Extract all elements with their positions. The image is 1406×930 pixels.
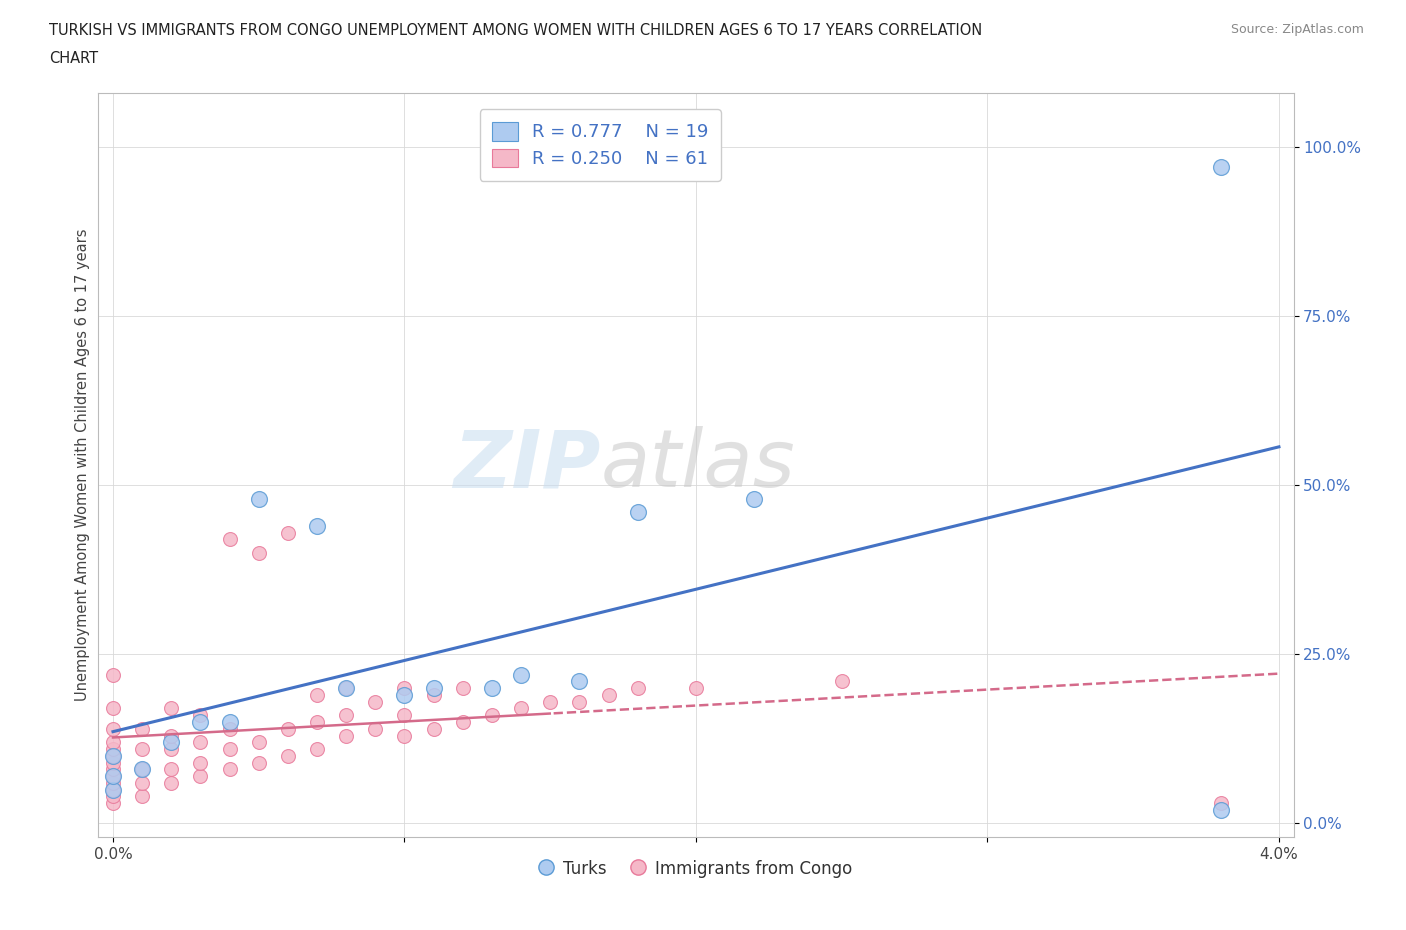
Point [568,695,591,710]
Text: ZIP: ZIP [453,426,600,504]
Point [101,755,124,770]
Point [101,701,124,716]
Point [627,505,650,520]
Point [685,681,707,696]
Point [394,728,416,743]
Point [451,714,474,729]
Point [422,687,444,702]
Point [510,667,533,682]
Point [218,741,240,756]
Point [305,714,328,729]
Point [131,762,153,777]
Point [510,701,533,716]
Point [247,491,270,506]
Point [101,722,124,737]
Point [305,518,328,533]
Point [568,674,591,689]
Text: Source: ZipAtlas.com: Source: ZipAtlas.com [1230,23,1364,36]
Point [481,681,503,696]
Point [394,681,416,696]
Point [538,695,561,710]
Point [335,681,357,696]
Point [218,532,240,547]
Point [160,735,183,750]
Point [160,728,183,743]
Point [335,681,357,696]
Point [305,741,328,756]
Point [831,674,853,689]
Point [131,741,153,756]
Point [131,776,153,790]
Point [335,728,357,743]
Point [131,789,153,804]
Point [101,769,124,784]
Text: atlas: atlas [600,426,796,504]
Point [101,769,124,784]
Point [160,776,183,790]
Point [422,681,444,696]
Point [218,722,240,737]
Point [451,681,474,696]
Point [101,782,124,797]
Point [160,701,183,716]
Point [598,687,620,702]
Point [422,722,444,737]
Point [335,708,357,723]
Point [247,755,270,770]
Point [101,789,124,804]
Text: TURKISH VS IMMIGRANTS FROM CONGO UNEMPLOYMENT AMONG WOMEN WITH CHILDREN AGES 6 T: TURKISH VS IMMIGRANTS FROM CONGO UNEMPLO… [49,23,983,38]
Point [1209,803,1232,817]
Point [101,749,124,764]
Point [481,708,503,723]
Point [101,749,124,764]
Point [277,749,299,764]
Legend: Turks, Immigrants from Congo: Turks, Immigrants from Congo [533,853,859,884]
Point [394,708,416,723]
Point [742,491,765,506]
Point [101,741,124,756]
Text: CHART: CHART [49,51,98,66]
Point [131,722,153,737]
Point [277,525,299,540]
Point [101,667,124,682]
Point [190,735,212,750]
Point [305,687,328,702]
Point [247,735,270,750]
Point [218,714,240,729]
Y-axis label: Unemployment Among Women with Children Ages 6 to 17 years: Unemployment Among Women with Children A… [75,229,90,701]
Point [277,722,299,737]
Point [131,762,153,777]
Point [190,714,212,729]
Point [247,546,270,561]
Point [160,741,183,756]
Point [160,762,183,777]
Point [190,769,212,784]
Point [190,708,212,723]
Point [218,762,240,777]
Point [190,755,212,770]
Point [1209,160,1232,175]
Point [101,762,124,777]
Point [394,687,416,702]
Point [364,722,387,737]
Point [1209,796,1232,811]
Point [101,735,124,750]
Point [364,695,387,710]
Point [101,776,124,790]
Point [101,796,124,811]
Point [101,782,124,797]
Point [627,681,650,696]
